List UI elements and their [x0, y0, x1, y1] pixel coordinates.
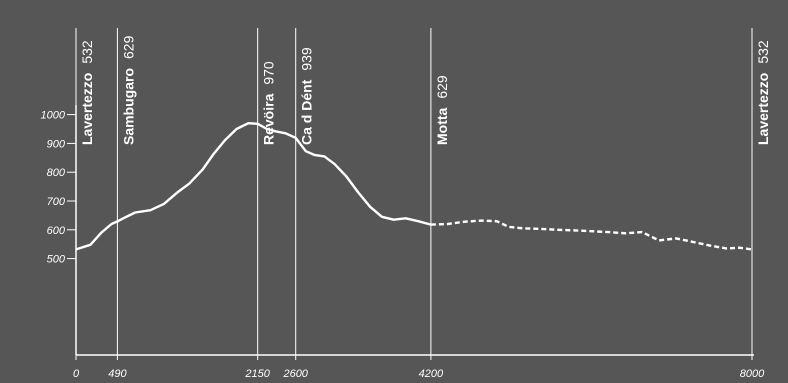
waypoint-elevation: 629: [434, 75, 450, 99]
waypoint-name: Motta: [434, 107, 450, 145]
waypoint-label: Lavertezzo 532: [755, 40, 771, 145]
y-tick-label: 1000: [41, 110, 66, 122]
waypoint-name: Lavertezzo: [755, 73, 771, 145]
waypoint-label: Lavertezzo 532: [79, 40, 95, 145]
x-tick-label: 2150: [244, 368, 270, 380]
waypoint-elevation: 532: [79, 40, 95, 64]
waypoint-elevation: 970: [261, 61, 277, 85]
waypoint-elevation: 532: [755, 40, 771, 64]
y-tick-label: 500: [47, 254, 66, 266]
waypoint-name: Revöira: [261, 93, 277, 145]
waypoint-elevation: 629: [120, 35, 136, 59]
waypoint-label: Revöira 970: [261, 61, 277, 145]
profile-line-dashed: [430, 219, 753, 251]
waypoint-label: Sambugaro 629: [120, 35, 136, 145]
waypoint-elevation: 939: [299, 47, 315, 71]
profile-line-solid: [75, 121, 432, 251]
x-tick-label: 2600: [282, 368, 308, 380]
x-tick-label: 0: [73, 368, 80, 380]
y-tick-label: 900: [47, 138, 66, 150]
waypoint-name: Ca d Dént: [299, 79, 315, 145]
waypoint-name: Sambugaro: [120, 68, 136, 145]
waypoint-label: Motta 629: [434, 75, 450, 145]
y-tick-label: 700: [47, 196, 66, 208]
x-tick-label: 4200: [419, 368, 444, 380]
x-tick-label: 8000: [740, 368, 765, 380]
waypoint-label: Ca d Dént 939: [299, 47, 315, 145]
waypoint-name: Lavertezzo: [79, 73, 95, 145]
y-tick-label: 800: [47, 167, 66, 179]
x-tick-label: 490: [108, 368, 127, 380]
y-tick-label: 600: [47, 225, 66, 237]
